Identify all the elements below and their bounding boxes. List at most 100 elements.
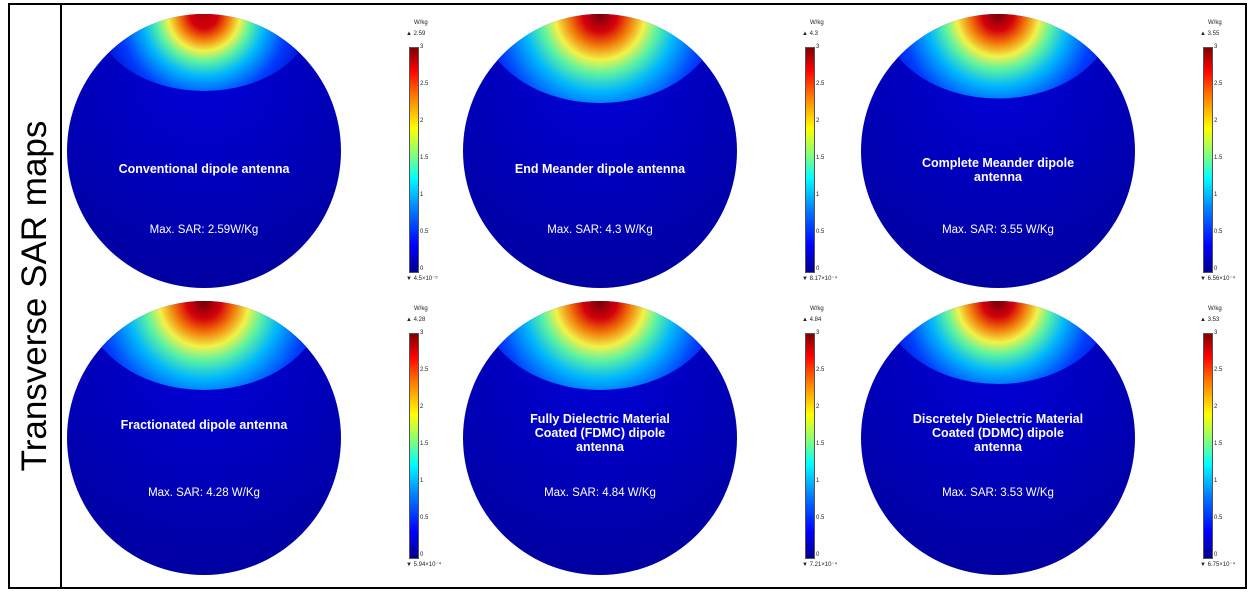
antenna-name: Fully Dielectric Material Coated (FDMC) … <box>530 412 670 454</box>
colorbar-tick: 0 <box>420 552 424 559</box>
colorbar-unit: W/kg <box>1208 306 1222 312</box>
sar-disk <box>66 300 342 576</box>
sar-field-map <box>861 14 1135 288</box>
sar-field-map <box>861 301 1135 575</box>
colorbar-max-value: 4.28 <box>413 317 426 323</box>
colorbar-gradient <box>409 333 419 559</box>
colorbar-gradient <box>805 47 815 273</box>
colorbar-gradient <box>1203 333 1213 559</box>
colorbar-unit: W/kg <box>414 306 428 312</box>
colorbar-tick: 0.5 <box>1214 515 1223 522</box>
colorbar-gradient <box>805 333 815 559</box>
colorbar-tick: 2 <box>1214 118 1218 125</box>
max-sar-label: Max. SAR: 3.55 W/Kg <box>942 224 1054 236</box>
colorbar-tick: 0.5 <box>816 515 825 522</box>
colorbar-tick: 1.5 <box>1214 441 1223 448</box>
colorbar-tick: 1.5 <box>1214 155 1223 162</box>
colorbar-unit: W/kg <box>414 20 428 26</box>
colorbar-max-value: 3.53 <box>1207 317 1220 323</box>
colorbar-tick: 2.5 <box>816 367 825 374</box>
colorbar-min-value: 4.5×10⁻⁵ <box>413 276 438 282</box>
colorbar-tick: 1 <box>1214 192 1218 199</box>
colorbar-max-value: 4.3 <box>809 31 818 37</box>
colorbar-min: ▼ 7.21×10⁻⁴ <box>802 562 838 568</box>
max-sar-label: Max. SAR: 4.3 W/Kg <box>547 224 653 236</box>
colorbar-unit: W/kg <box>810 306 824 312</box>
colorbar-tick: 3 <box>420 44 424 50</box>
colorbar-tick: 0.5 <box>816 229 825 236</box>
colorbar-tick: 1.5 <box>420 441 429 448</box>
colorbar-tick: 2 <box>816 404 820 411</box>
colorbar-tick: 0.5 <box>1214 229 1223 236</box>
colorbar-max: ▲ 4.28 <box>406 317 426 323</box>
sar-disk <box>462 13 738 289</box>
colorbar-gradient <box>409 47 419 273</box>
colorbar-tick: 1 <box>420 192 424 199</box>
colorbar-min: ▼ 8.17×10⁻⁴ <box>802 276 838 282</box>
colorbar-tick: 0 <box>816 552 820 559</box>
title-divider <box>60 3 62 589</box>
colorbar-tick: 2 <box>420 118 424 125</box>
colorbar-min: ▼ 6.56×10⁻⁴ <box>1200 276 1236 282</box>
max-sar-label: Max. SAR: 4.28 W/Kg <box>148 487 260 499</box>
colorbar-min-value: 7.21×10⁻⁴ <box>809 562 838 568</box>
sar-disk <box>66 13 342 289</box>
colorbar-max: ▲ 4.3 <box>802 31 818 37</box>
colorbar-gradient <box>1203 47 1213 273</box>
side-title: Transverse SAR maps <box>10 5 60 587</box>
colorbar-tick: 3 <box>1214 330 1218 336</box>
colorbar-min: ▼ 4.5×10⁻⁵ <box>406 276 438 282</box>
colorbar-tick: 3 <box>420 330 424 336</box>
colorbar-tick: 1 <box>1214 478 1218 485</box>
colorbar-tick: 0 <box>816 266 820 273</box>
colorbar-max: ▲ 4.84 <box>802 317 822 323</box>
colorbar-tick: 1 <box>816 478 820 485</box>
figure-frame <box>8 3 1247 589</box>
max-sar-label: Max. SAR: 3.53 W/Kg <box>942 487 1054 499</box>
sar-field-map <box>67 301 341 575</box>
antenna-name: Fractionated dipole antenna <box>120 418 288 432</box>
sar-field-map <box>463 14 737 288</box>
antenna-name: Conventional dipole antenna <box>118 162 290 176</box>
colorbar-unit: W/kg <box>1208 20 1222 26</box>
colorbar-min: ▼ 6.75×10⁻⁴ <box>1200 562 1236 568</box>
sar-disk <box>462 300 738 576</box>
colorbar-tick: 3 <box>816 44 820 50</box>
colorbar-max: ▲ 3.53 <box>1200 317 1220 323</box>
colorbar-tick: 2.5 <box>420 367 429 374</box>
colorbar-max: ▲ 2.59 <box>406 31 426 37</box>
colorbar-min-value: 6.56×10⁻⁴ <box>1207 276 1236 282</box>
colorbar-tick: 1 <box>420 478 424 485</box>
sar-field-map <box>463 301 737 575</box>
antenna-name: End Meander dipole antenna <box>514 162 686 176</box>
colorbar-tick: 3 <box>1214 44 1218 50</box>
colorbar-tick: 2.5 <box>1214 81 1223 88</box>
colorbar-max-value: 2.59 <box>413 31 426 37</box>
colorbar-tick: 1.5 <box>816 155 825 162</box>
colorbar-max: ▲ 3.55 <box>1200 31 1220 37</box>
colorbar-tick: 2.5 <box>420 81 429 88</box>
colorbar-tick: 0 <box>1214 266 1218 273</box>
sar-disk <box>860 300 1136 576</box>
colorbar-max-value: 4.84 <box>809 317 822 323</box>
colorbar-tick: 1.5 <box>816 441 825 448</box>
max-sar-label: Max. SAR: 4.84 W/Kg <box>544 487 656 499</box>
sar-disk <box>860 13 1136 289</box>
colorbar-tick: 1.5 <box>420 155 429 162</box>
side-title-text: Transverse SAR maps <box>15 120 54 472</box>
colorbar-tick: 2 <box>816 118 820 125</box>
colorbar-tick: 3 <box>816 330 820 336</box>
colorbar-tick: 0.5 <box>420 515 429 522</box>
colorbar-tick: 1 <box>816 192 820 199</box>
colorbar-min-value: 5.94×10⁻⁴ <box>413 562 442 568</box>
colorbar-tick: 0 <box>1214 552 1218 559</box>
colorbar-tick: 2 <box>420 404 424 411</box>
colorbar-max-value: 3.55 <box>1207 31 1220 37</box>
antenna-name: Complete Meander dipole antenna <box>921 156 1075 184</box>
colorbar-min: ▼ 5.94×10⁻⁴ <box>406 562 442 568</box>
antenna-name: Discretely Dielectric Material Coated (D… <box>912 412 1084 454</box>
max-sar-label: Max. SAR: 2.59W/Kg <box>149 224 259 236</box>
sar-field-map <box>67 14 341 288</box>
colorbar-min-value: 6.75×10⁻⁴ <box>1207 562 1236 568</box>
colorbar-tick: 2.5 <box>1214 367 1223 374</box>
